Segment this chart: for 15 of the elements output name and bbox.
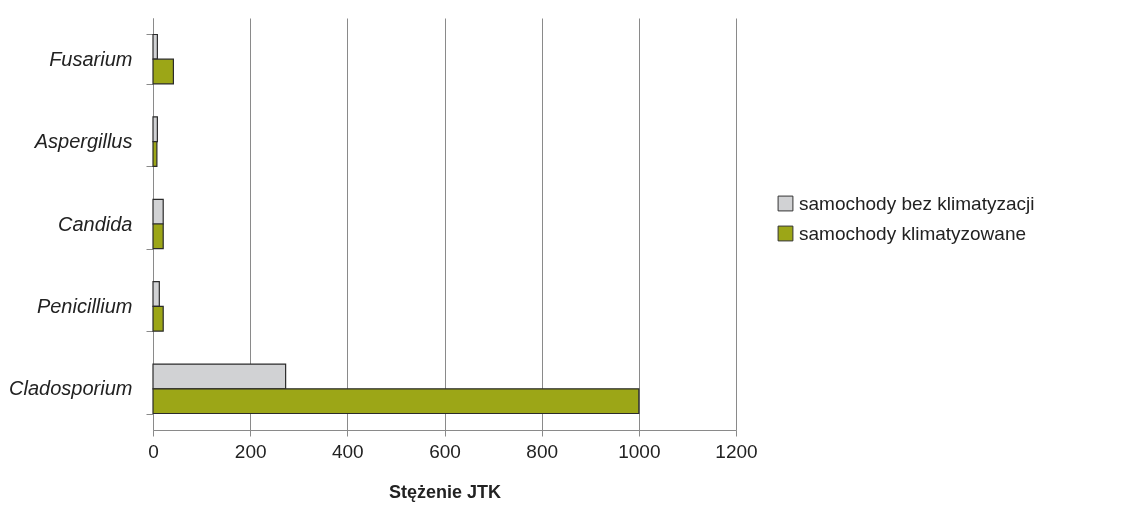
legend-label: samochody klimatyzowane [799,222,1027,244]
y-tick-label: Penicillium [36,294,133,317]
y-tick-label: Candida [57,212,133,235]
y-tick-label: Aspergillus [33,130,133,153]
x-axis-title: Stężenie JTK [388,481,502,502]
x-tick-label: 800 [526,440,559,462]
x-tick-label: 200 [234,440,267,462]
legend-label: samochody bez klimatyzacji [799,192,1035,214]
x-tick-label: 400 [331,440,364,462]
x-tick-label: 0 [148,440,159,462]
x-tick-label: 1000 [618,440,661,462]
y-tick-label: Cladosporium [9,377,133,400]
x-tick-label: 600 [429,440,461,462]
x-tick-label: 1200 [715,440,758,462]
y-tick-label: Fusarium [49,47,133,70]
